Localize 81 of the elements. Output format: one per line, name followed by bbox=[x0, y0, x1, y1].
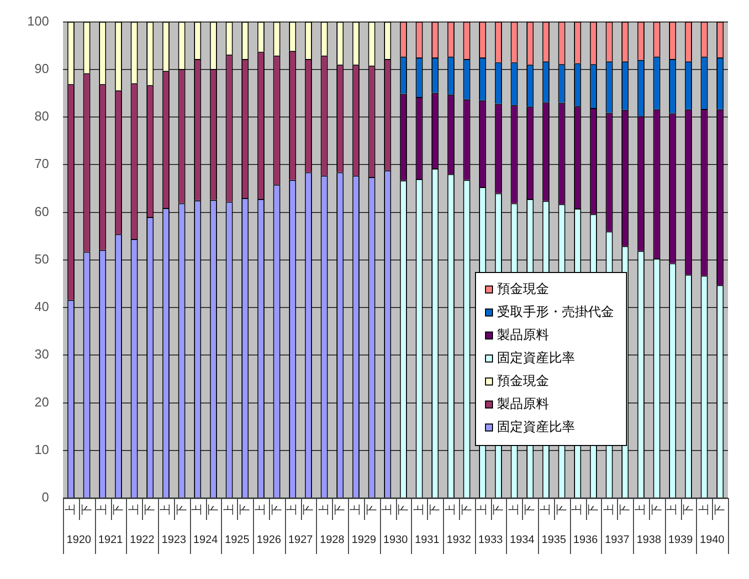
y-tick-label: 50 bbox=[34, 251, 49, 266]
text: 1922 bbox=[130, 534, 154, 546]
text: 1935 bbox=[542, 534, 566, 546]
legend-label: 固定資産比率 bbox=[497, 350, 575, 366]
y-tick-label: 60 bbox=[34, 204, 49, 219]
text: 1923 bbox=[162, 534, 186, 546]
text: 1926 bbox=[256, 534, 282, 546]
x-tick-label: 下 bbox=[176, 504, 188, 515]
x-tick-label: 上 bbox=[476, 504, 489, 515]
x-tick-label: 下 bbox=[556, 504, 568, 515]
x-tick-label: 上 bbox=[380, 504, 394, 515]
x-tick-label: 下 bbox=[80, 504, 93, 515]
y-tick-label: 20 bbox=[34, 394, 49, 410]
x-tick-label: 上 bbox=[444, 504, 457, 515]
x-tick-label: 上 bbox=[538, 504, 552, 515]
text: 1930 bbox=[383, 534, 408, 546]
x-tick-label: 上 bbox=[634, 504, 647, 515]
x-tick-label: 下 bbox=[302, 504, 314, 515]
text: 1938 bbox=[636, 534, 662, 546]
legend-label: 受取手形・売掛代金 bbox=[497, 304, 614, 320]
text: 1934 bbox=[510, 534, 534, 546]
y-tick-label: 0 bbox=[42, 490, 49, 505]
text: 1940 bbox=[700, 534, 724, 546]
x-tick-label: 下 bbox=[682, 504, 694, 515]
legend-label: 製品原料 bbox=[497, 396, 549, 412]
x-tick-label: 上 bbox=[570, 504, 584, 515]
legend-label: 固定資産比率 bbox=[497, 419, 575, 434]
x-tick-label: 上 bbox=[666, 504, 679, 515]
x-tick-label: 下 bbox=[524, 504, 536, 515]
x-tick-label: 上 bbox=[158, 504, 172, 515]
x-tick-label: 下 bbox=[334, 504, 346, 515]
x-tick-label: 上 bbox=[348, 504, 362, 515]
text: 1924 bbox=[193, 534, 218, 546]
x-tick-label: 下 bbox=[714, 504, 726, 515]
x-tick-label: 上 bbox=[286, 504, 299, 515]
x-tick-label: 下 bbox=[397, 504, 410, 515]
text: 1937 bbox=[604, 534, 630, 546]
y-tick-label: 10 bbox=[34, 442, 49, 457]
x-tick-label: 下 bbox=[650, 504, 663, 515]
y-tick-label: 70 bbox=[34, 156, 49, 172]
text: 1939 bbox=[668, 534, 693, 546]
y-tick-label: 90 bbox=[34, 61, 49, 76]
x-tick-label: 上 bbox=[254, 504, 267, 515]
x-tick-label: 上 bbox=[317, 504, 330, 515]
text: 1929 bbox=[352, 534, 376, 546]
x-tick-label: 下 bbox=[366, 504, 378, 515]
x-tick-label: 上 bbox=[697, 504, 710, 515]
x-tick-label: 下 bbox=[619, 504, 632, 515]
text: 1932 bbox=[446, 534, 472, 546]
legend-label: 預金現金 bbox=[497, 281, 549, 296]
text: 1921 bbox=[98, 534, 123, 546]
x-tick-label: 上 bbox=[190, 504, 204, 515]
x-tick-label: 下 bbox=[112, 504, 124, 515]
x-tick-label: 上 bbox=[222, 504, 236, 515]
x-tick-label: 上 bbox=[602, 504, 616, 515]
x-tick-label: 下 bbox=[587, 504, 600, 515]
y-tick-label: 100 bbox=[27, 13, 49, 28]
text: 1936 bbox=[573, 534, 598, 546]
text: 1933 bbox=[478, 534, 503, 546]
x-tick-label: 下 bbox=[429, 504, 442, 515]
text: 1925 bbox=[224, 534, 250, 546]
y-tick-label: 40 bbox=[34, 299, 49, 314]
legend-label: 製品原料 bbox=[497, 327, 549, 342]
text: 1931 bbox=[414, 534, 440, 546]
x-tick-label: 下 bbox=[460, 504, 473, 515]
text: 1920 bbox=[66, 534, 92, 546]
text: 1927 bbox=[288, 534, 313, 546]
x-tick-label: 下 bbox=[270, 504, 283, 515]
x-tick-label: 下 bbox=[144, 504, 156, 515]
x-tick-label: 下 bbox=[207, 504, 220, 515]
x-tick-label: 上 bbox=[64, 504, 77, 515]
legend-label: 預金現金 bbox=[497, 373, 549, 388]
x-tick-label: 上 bbox=[96, 504, 109, 515]
x-tick-label: 上 bbox=[412, 504, 426, 515]
text: 1928 bbox=[320, 534, 344, 546]
x-tick-label: 下 bbox=[492, 504, 504, 515]
x-tick-label: 下 bbox=[239, 504, 252, 515]
x-tick-label: 上 bbox=[127, 504, 140, 515]
y-tick-label: 30 bbox=[34, 346, 49, 362]
x-tick-label: 上 bbox=[507, 504, 520, 515]
y-tick-label: 80 bbox=[34, 108, 49, 124]
